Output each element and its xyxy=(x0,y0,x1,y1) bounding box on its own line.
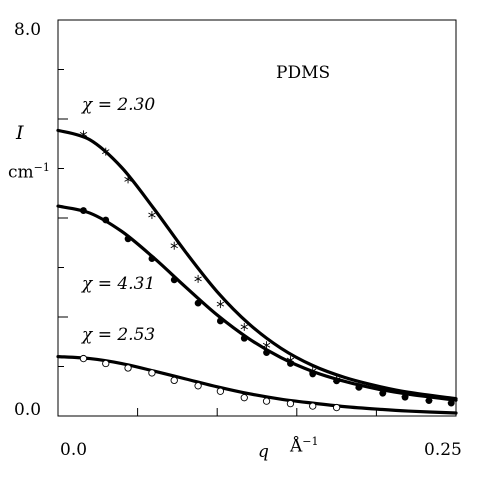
y-axis-unit-base: cm xyxy=(8,162,34,183)
y-tick-label-max: 8.0 xyxy=(14,20,42,40)
data-point xyxy=(333,377,340,385)
fit-curve-series-1 xyxy=(56,204,458,402)
data-point xyxy=(216,317,224,325)
data-point xyxy=(355,383,363,391)
data-point xyxy=(194,382,202,390)
data-point xyxy=(262,397,271,405)
x-ticks xyxy=(137,408,377,416)
data-point xyxy=(102,216,110,224)
data-point xyxy=(102,359,110,368)
plot-frame xyxy=(57,19,457,417)
data-point xyxy=(194,274,202,283)
data-point xyxy=(102,147,110,156)
data-point xyxy=(216,387,225,395)
data-point xyxy=(425,397,433,405)
series-label-chi-230: χ = 2.30 xyxy=(82,95,156,115)
data-point xyxy=(286,399,295,408)
x-tick-label-max: 0.25 xyxy=(424,440,462,460)
y-tick-label-min: 0.0 xyxy=(14,400,42,420)
x-tick-label-min: 0.0 xyxy=(60,440,88,460)
y-axis-unit: cm−1 xyxy=(8,161,50,183)
fit-curve-series-0 xyxy=(56,128,458,401)
fit-curves xyxy=(56,128,458,415)
data-point xyxy=(240,394,248,402)
data-point xyxy=(379,389,387,397)
data-point xyxy=(240,322,248,331)
data-point xyxy=(79,354,88,363)
data-point xyxy=(309,402,317,410)
annotation-pdms: PDMS xyxy=(276,63,331,83)
series-label-chi-431: χ = 4.31 xyxy=(82,274,156,294)
data-point xyxy=(124,364,132,372)
data-point xyxy=(79,130,88,139)
data-point xyxy=(287,360,294,367)
data-point xyxy=(263,349,270,357)
y-axis-unit-exponent: −1 xyxy=(33,161,50,174)
data-point xyxy=(170,241,178,250)
data-point xyxy=(216,300,225,309)
x-axis-symbol: q xyxy=(258,442,269,462)
data-point xyxy=(148,369,156,377)
data-point xyxy=(447,399,455,407)
data-point xyxy=(170,376,178,385)
data-point xyxy=(262,341,271,350)
data-point xyxy=(240,334,248,342)
data-point xyxy=(332,403,341,412)
data-point xyxy=(148,255,156,262)
x-axis-unit-exponent: −1 xyxy=(302,435,319,448)
data-point xyxy=(124,175,132,184)
x-axis-unit-base: Å xyxy=(290,436,303,457)
x-axis-unit: Å−1 xyxy=(290,435,319,457)
data-point xyxy=(194,299,202,307)
data-point xyxy=(170,276,178,284)
y-axis-symbol: I xyxy=(16,122,24,144)
series-label-chi-253: χ = 2.53 xyxy=(82,325,156,345)
fit-curve-series-2 xyxy=(56,355,458,415)
data-point xyxy=(148,211,156,220)
y-ticks xyxy=(58,69,68,367)
data-point xyxy=(309,370,317,378)
data-point xyxy=(124,235,132,243)
data-point xyxy=(401,393,409,401)
data-point xyxy=(80,207,87,214)
data-markers xyxy=(79,130,455,412)
